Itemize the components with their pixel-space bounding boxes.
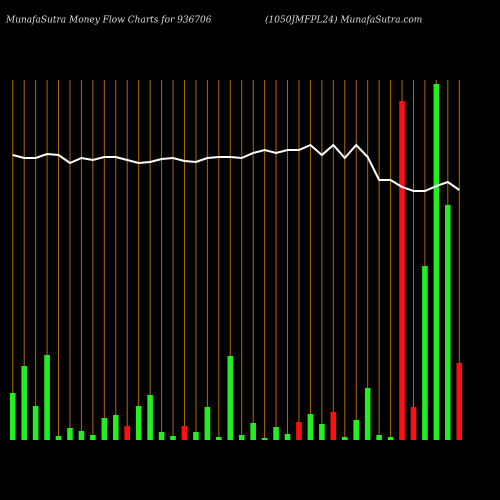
bar [90,435,96,440]
bar [32,406,39,440]
bar [170,436,176,440]
bar [387,437,394,440]
bar [319,424,325,440]
bar [147,395,153,440]
bar [193,432,199,440]
chart-subtitle: (1050JMFPL24) MunafaSutra.com [265,15,422,26]
bar [135,406,142,440]
bar [296,422,302,440]
bar [273,427,279,440]
bar [67,428,73,440]
bar [364,388,371,440]
bar [21,366,27,440]
bar [112,415,119,440]
bar [204,407,211,440]
bar [216,437,222,440]
bar [55,436,62,440]
bar [158,432,165,440]
bar [227,356,234,440]
bar [124,426,131,440]
bar [284,434,291,440]
chart-title: MunafaSutra Money Flow Charts for 936706 [5,16,212,26]
bar [307,414,314,440]
bar [330,412,337,440]
bar [433,84,440,440]
bar [78,431,85,440]
bar [422,266,428,440]
bar [101,418,108,440]
bar [181,426,188,440]
money-flow-line [12,143,460,192]
bar [9,393,16,440]
bar [399,101,405,440]
bar [44,355,50,440]
bar [238,435,245,440]
bar [353,420,360,440]
bar [376,435,382,440]
bar [445,205,451,440]
bar [456,363,463,440]
bar [341,437,348,440]
bar [250,423,256,440]
bar [410,407,417,440]
bar [261,438,268,440]
